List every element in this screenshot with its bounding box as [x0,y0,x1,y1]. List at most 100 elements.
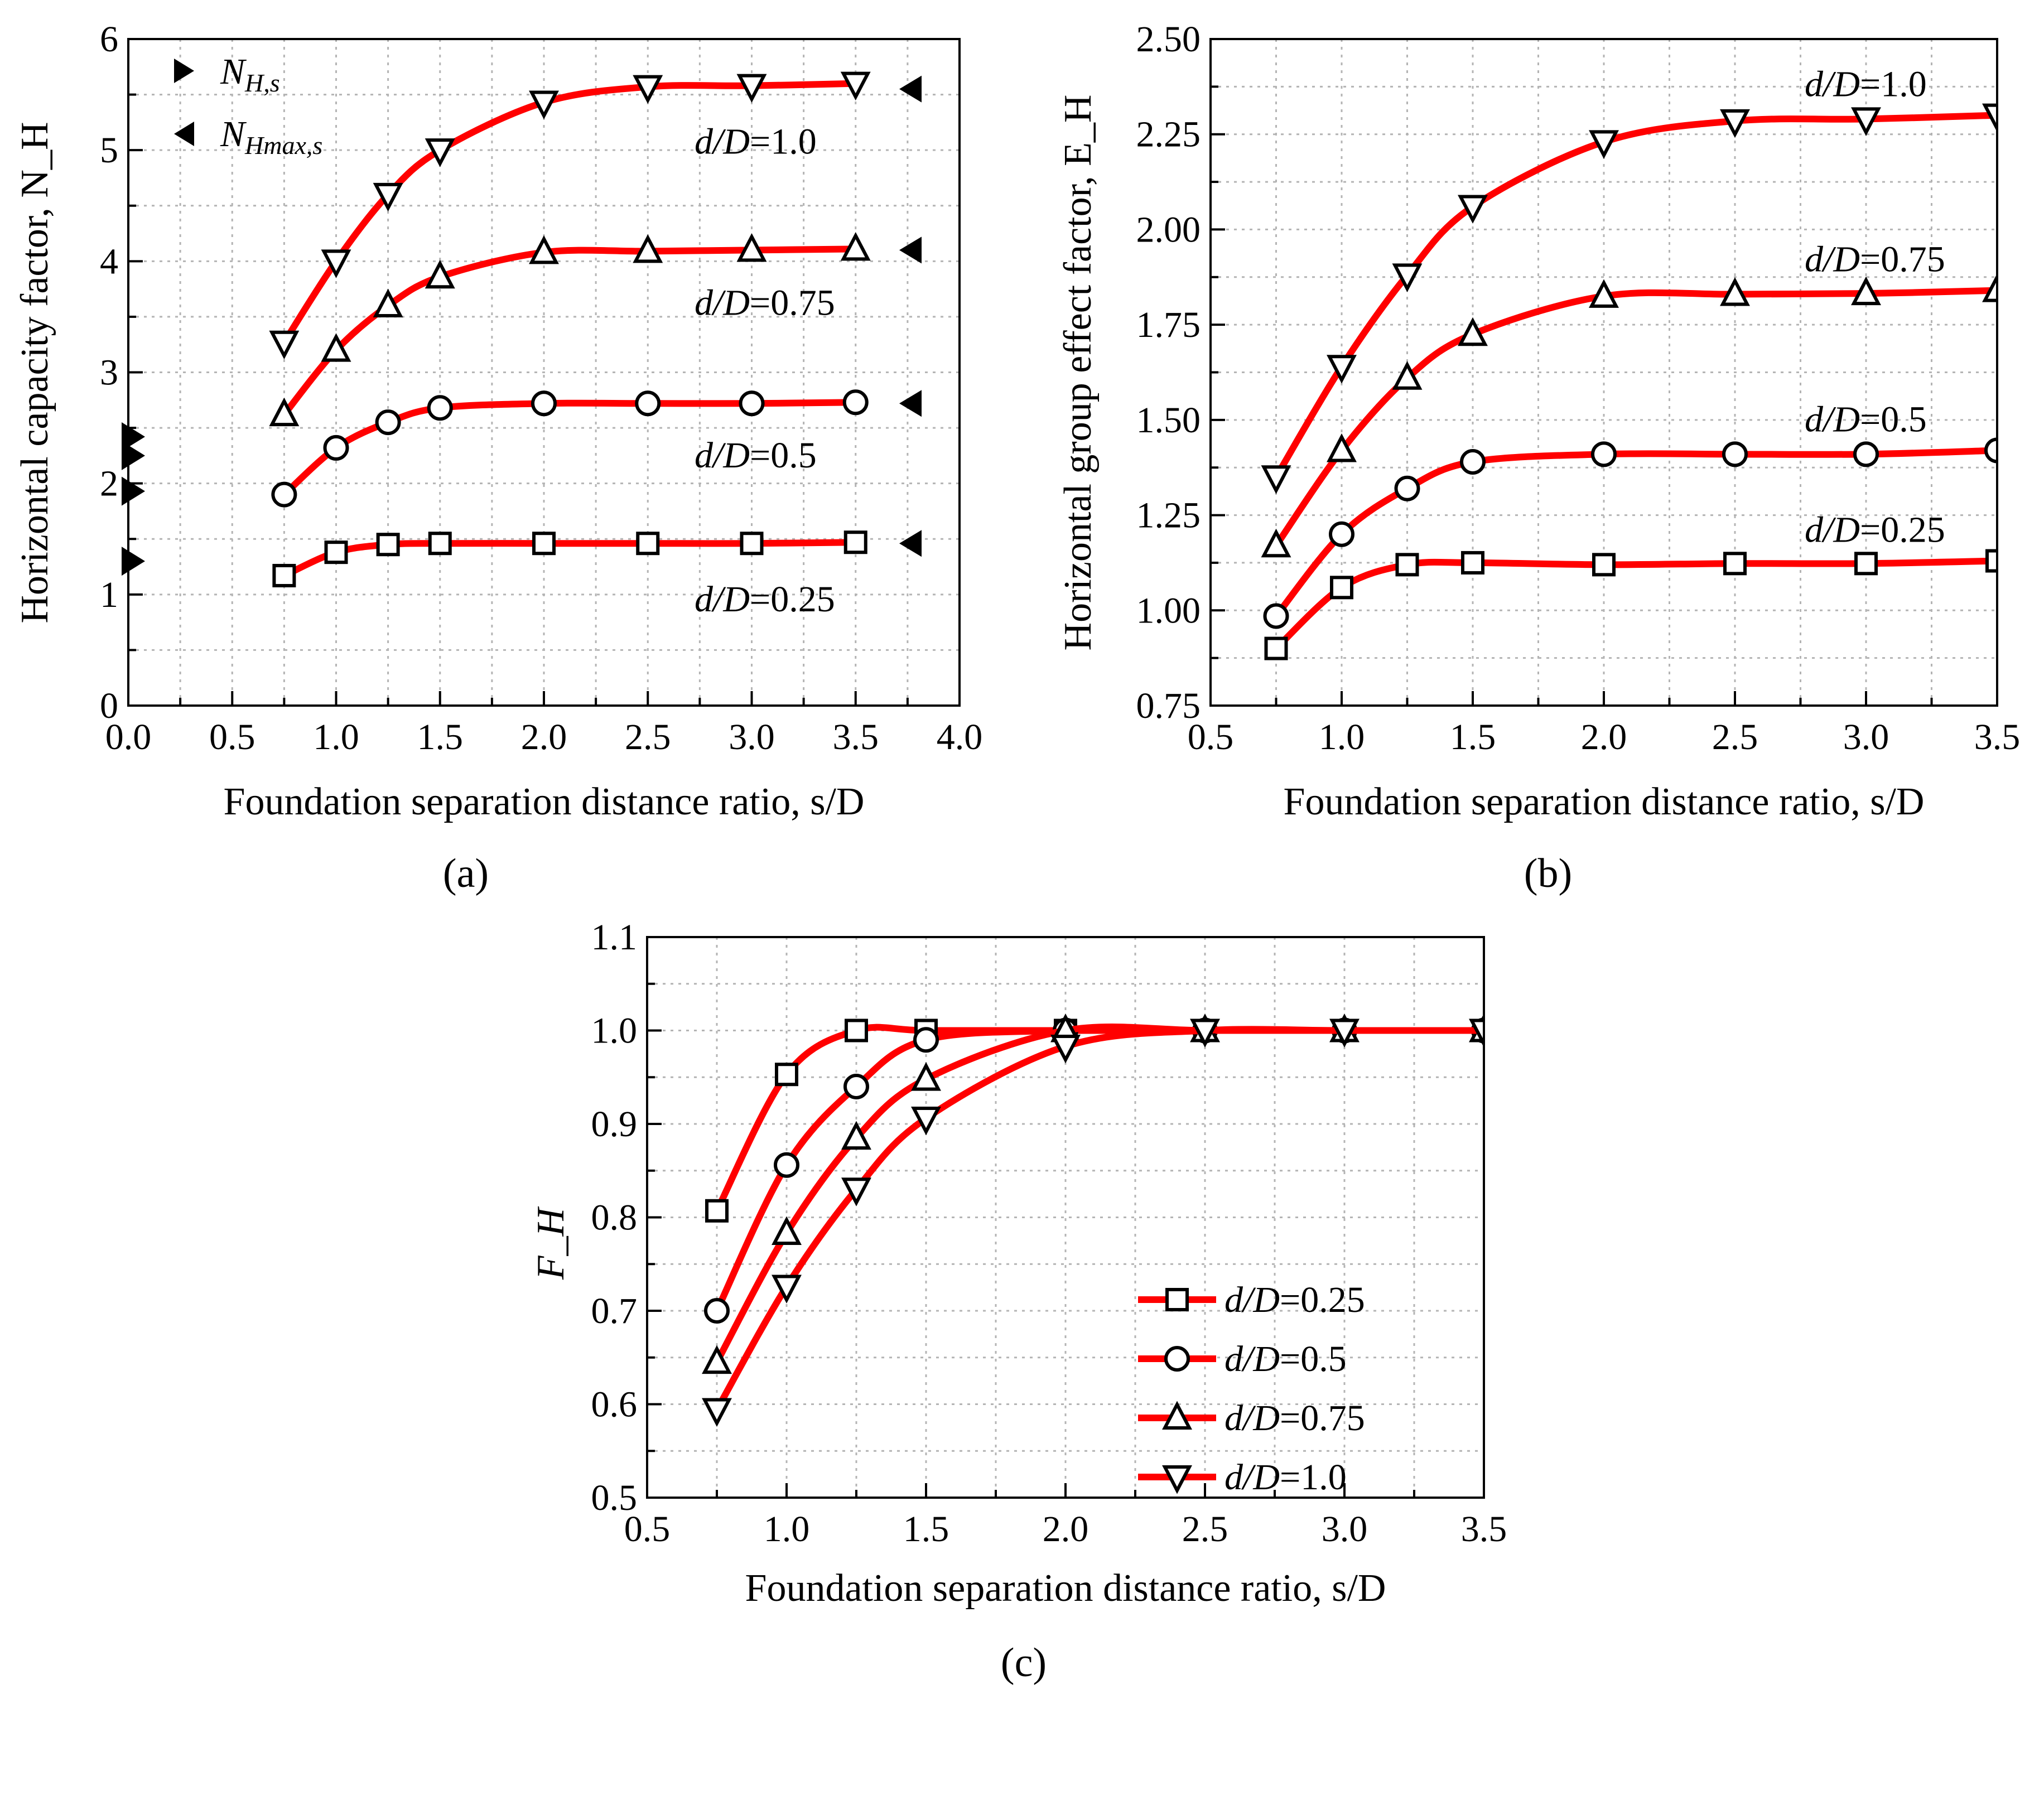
y-tick-label: 2.00 [1136,209,1201,250]
x-tick-label: 1.5 [1450,717,1496,757]
data-point-triangle-down [1469,1019,1484,1048]
data-point-triangle-up [840,231,871,261]
legend-a-nhmaxs-main: N [220,114,247,155]
y-tick-label: 0.8 [591,1198,638,1238]
curve-label-var: d/D [1805,509,1860,550]
x-tick-label: 2.0 [521,717,567,757]
series-c [702,1013,1484,1427]
xlabel-b: Foundation separation distance ratio, s/… [1284,780,1925,823]
curve-label: d/D=0.75 [1805,239,1945,280]
data-point-circle [704,1298,730,1324]
plot-frame-b [1209,38,1998,707]
data-point-triangle-up [736,233,767,262]
x-tick-label: 2.5 [1182,1509,1228,1550]
data-point-triangle-up [1392,361,1423,390]
curve-label-value: =0.5 [1860,399,1927,440]
data-point-square [1592,553,1616,577]
data-point-square [775,1063,798,1087]
data-point-triangle-up [911,1062,941,1091]
ylabel-a: Horizontal capacity factor, N_H [13,122,56,623]
data-point-circle [271,481,297,508]
x-tick-label: 3.5 [1461,1509,1507,1550]
x-tick-label: 2.0 [1581,717,1627,757]
data-point-triangle-down [1458,195,1488,224]
nhs-marker [122,547,145,576]
y-tick-label: 1.50 [1136,400,1201,441]
curve-label-var: d/D [1225,1398,1280,1439]
series-a [269,71,871,587]
data-point-circle [1984,437,1997,464]
data-point-triangle-down [425,138,455,167]
x-tick-label: 0.5 [624,1509,671,1550]
curve-label: d/D=0.75 [695,282,835,323]
legend-a-nhmaxs-label: NHmax,s [220,114,322,160]
data-point-square [532,532,556,556]
curve-label: d/D=1.0 [695,121,817,162]
curve-label-var: d/D [695,579,750,620]
y-tick-label: 1.1 [591,917,638,958]
curve-label-value: =0.25 [750,579,835,620]
nhs-marker [122,422,145,452]
data-point-triangle-up [1851,276,1881,306]
curve-label-var: d/D [1805,239,1860,280]
y-tick-label: 1 [100,575,118,615]
data-point-triangle-down [321,249,351,278]
data-point-triangle-up [633,234,663,263]
curve-label-var: d/D [1805,64,1860,105]
series-line [714,1024,1484,1213]
data-point-triangle-down [1982,103,1997,133]
y-tick-label: 0.75 [1136,686,1201,726]
data-point-square [1854,552,1878,576]
curve-label-value: =0.75 [1280,1398,1365,1439]
x-tick-label: 1.5 [903,1509,949,1550]
nhmaxs-marker [899,236,922,264]
data-point-triangle-up [529,235,559,264]
curve-label: d/D=0.5 [1805,399,1927,440]
curve-label-var: d/D [695,282,750,323]
data-point-triangle-down [911,1106,941,1136]
data-point-square [1395,553,1419,577]
x-tick-label: 1.0 [1319,717,1365,757]
data-point-circle [1722,441,1748,467]
data-point-triangle-down [1589,130,1619,159]
data-point-square [272,563,296,587]
data-point-triangle-down [702,1398,732,1427]
ylabel-c: F_H [529,1206,572,1280]
data-point-triangle-down [269,330,300,360]
x-tick-label: 3.0 [1843,717,1889,757]
data-point-triangle-down [373,182,403,212]
data-point-triangle-up [321,333,351,362]
nhmaxs-marker [899,530,922,557]
y-tick-label: 1.0 [591,1011,638,1051]
xlabel-a: Foundation separation distance ratio, s/… [224,780,865,823]
data-point-square [428,532,452,556]
series-line [1274,557,1997,651]
data-point-square [376,533,400,557]
data-point-square [845,1019,868,1042]
x-tick-label: 3.0 [729,717,775,757]
y-tick-label: 2.25 [1136,114,1201,155]
data-point-circle [1853,441,1879,467]
data-point-circle [427,395,453,421]
data-point-triangle-down [1261,465,1291,494]
plot-frame-a [127,38,961,707]
curve-labels-a: d/D=0.25d/D=0.5d/D=0.75d/D=1.0 [695,121,835,619]
ticks-b: 0.5 1.0 1.5 2.0 2.5 3.0 3.5 0.75 1.00 1.25 1.50 1.7… [1136,19,2021,757]
legend-c-marker-triangle-down [1162,1465,1192,1494]
x-tick-label: 2.5 [1712,717,1758,757]
x-tick-label: 1.5 [417,717,464,757]
panel-a: 0.0 0.5 1.0 1.5 2.0 2.5 3.0 3.5 4.0 0 1 2 3 4 5 6 Found… [13,19,982,896]
curve-label: d/D=0.25 [1225,1280,1365,1320]
data-point-triangle-up [373,288,403,317]
y-tick-label: 4 [100,241,118,282]
data-point-circle [913,1027,939,1053]
data-point-square [1264,636,1288,660]
x-tick-label: 1.0 [313,717,359,757]
curve-label: d/D=0.25 [695,579,835,620]
curve-label: d/D=0.25 [1805,509,1945,550]
data-point-circle [323,435,349,461]
y-tick-label: 1.75 [1136,305,1201,345]
data-point-square [1330,576,1353,600]
